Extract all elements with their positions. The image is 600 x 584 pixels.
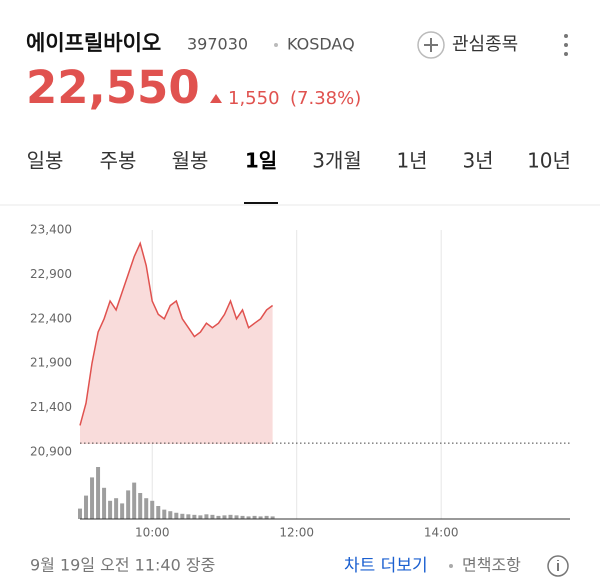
more-menu[interactable]	[564, 34, 568, 56]
volume-bar	[198, 515, 203, 519]
volume-bar	[138, 493, 143, 519]
area	[80, 243, 273, 444]
volume-bar	[156, 506, 161, 519]
current-price: 22,550	[26, 61, 200, 114]
y-tick-label: 20,900	[30, 445, 72, 459]
stock-code: 397030	[187, 35, 248, 54]
chart: 10:00 12:00 14:00 20,900 21,400 21,900 22,400 2…	[30, 223, 570, 540]
volume-bar	[234, 515, 239, 519]
plus-circle	[417, 31, 445, 59]
volume-bar	[204, 514, 209, 519]
price-line	[79, 241, 274, 426]
volume-bar	[258, 516, 263, 519]
tab[interactable]: 월봉	[172, 149, 209, 173]
volume-bar	[84, 495, 89, 519]
tab[interactable]: 10년	[527, 149, 571, 173]
market: KOSDAQ	[287, 35, 355, 54]
volume-bar	[144, 498, 149, 519]
volume-bar	[96, 467, 101, 519]
tab-active[interactable]: 1일	[245, 149, 277, 173]
volume-bar	[240, 515, 245, 519]
timestamp: 9월 19일 오전 11:40 장중	[30, 556, 215, 575]
x-tick-label: 12:00	[279, 526, 314, 540]
volume-bar	[186, 514, 191, 519]
dot	[449, 564, 453, 568]
volume-bar	[90, 477, 95, 519]
volume-bar	[264, 515, 269, 519]
tab[interactable]: 3년	[462, 149, 493, 173]
tab[interactable]: 일봉	[27, 149, 64, 173]
volume-bar	[168, 511, 173, 519]
dot	[274, 43, 278, 47]
y-tick-label: 21,400	[30, 400, 72, 414]
volume-bar	[150, 500, 155, 519]
y-tick-label: 22,400	[30, 311, 72, 325]
price-change-pct: (7.38%)	[290, 88, 361, 109]
x-tick-label: 14:00	[424, 526, 459, 540]
volume-bar	[246, 516, 251, 519]
volume-bar	[108, 500, 113, 519]
volume-bar	[120, 503, 125, 519]
volume-bar	[252, 515, 257, 519]
volume-bar	[162, 509, 167, 519]
x-tick-label: 10:00	[135, 526, 170, 540]
volume-bar	[180, 513, 185, 519]
y-tick-label: 21,900	[30, 356, 72, 370]
volume-bar	[228, 514, 233, 519]
chart-more-link[interactable]: 차트 더보기	[344, 556, 428, 576]
volume-bar	[78, 508, 82, 519]
volume-bar	[102, 487, 107, 519]
volume-bar	[210, 514, 215, 519]
volume-bar	[114, 498, 119, 519]
tab[interactable]: 주봉	[100, 149, 137, 173]
volume-bar	[192, 514, 197, 519]
tab[interactable]: 1년	[396, 149, 427, 173]
volume-bar	[126, 490, 131, 519]
volume-bar	[174, 512, 179, 519]
volume-bar	[270, 516, 275, 519]
price-change: 1,550	[228, 88, 280, 109]
up-arrow	[210, 94, 222, 103]
tab[interactable]: 3개월	[312, 149, 362, 173]
watch-label: 관심종목	[452, 34, 518, 55]
volume-bar	[132, 482, 137, 519]
volume-bar	[216, 515, 221, 519]
volume-bar	[222, 515, 227, 519]
stock-name: 에이프릴바이오	[26, 31, 161, 55]
info-icon[interactable]	[547, 555, 569, 577]
watch-button[interactable]: 관심종목	[417, 31, 518, 59]
y-tick-label: 22,900	[30, 267, 72, 281]
plus-icon	[424, 38, 438, 52]
y-tick-label: 23,400	[30, 223, 72, 237]
disclaimer[interactable]: 면책조항	[462, 556, 521, 575]
